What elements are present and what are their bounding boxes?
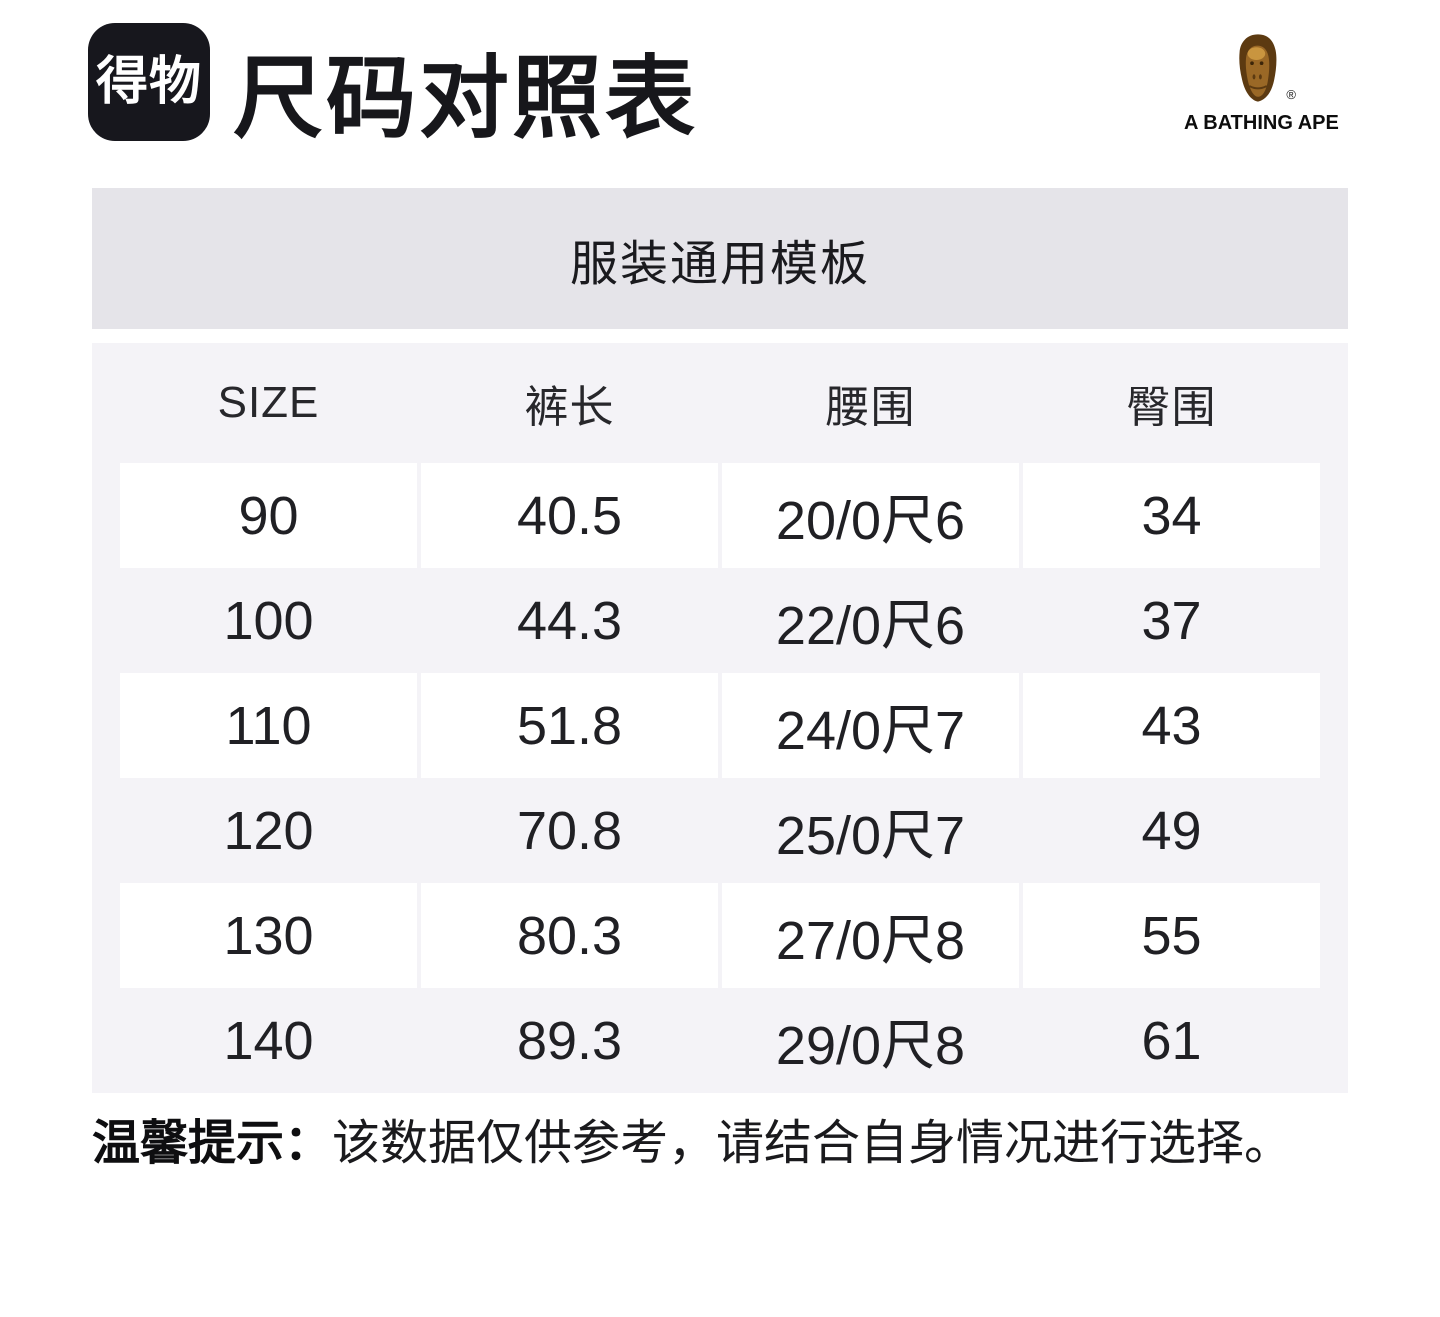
cell-hip: 34 [1023, 463, 1320, 568]
cell-size: 90 [120, 463, 417, 568]
dewu-logo-text: 得物 [95, 53, 202, 111]
cell-waist: 20/0尺6 [722, 463, 1019, 568]
banner-title: 服装通用模板 [569, 237, 870, 291]
column-header-waist: 腰围 [825, 383, 916, 432]
cell-pant-length: 80.3 [421, 883, 718, 988]
table-row: 110 51.8 24/0尺7 43 [120, 673, 1320, 778]
cell-size: 120 [223, 800, 314, 861]
cell-hip: 55 [1023, 883, 1320, 988]
cell-pant-length: 40.5 [421, 463, 718, 568]
note-label: 温馨提示： [92, 1117, 333, 1170]
ape-head-wrap: ® [1234, 32, 1296, 104]
bape-ape-head-icon [1239, 34, 1277, 102]
registered-trademark-mark: ® [1286, 87, 1296, 102]
column-header-hip: 臀围 [1126, 383, 1217, 432]
cell-hip: 37 [1141, 590, 1202, 651]
cell-pant-length: 44.3 [516, 590, 623, 651]
cell-waist: 25/0尺7 [775, 806, 966, 866]
brand-block: ® A BATHING APE [1184, 32, 1339, 135]
column-header-size: SIZE [217, 378, 320, 427]
note-text: 该数据仅供参考，请结合自身情况进行选择。 [332, 1117, 1293, 1170]
cell-pant-length: 89.3 [516, 1010, 623, 1071]
table-row: 130 80.3 27/0尺8 55 [120, 883, 1320, 988]
column-header-pant-length: 裤长 [524, 383, 615, 432]
template-banner: 服装通用模板 [92, 188, 1348, 329]
table-row: 100 44.3 22/0尺6 37 [120, 568, 1320, 673]
page-title: 尺码对照表 [233, 49, 698, 149]
table-row: 120 70.8 25/0尺7 49 [120, 778, 1320, 883]
note: 温馨提示：该数据仅供参考，请结合自身情况进行选择。 [92, 1114, 1292, 1174]
cell-hip: 61 [1141, 1010, 1202, 1071]
cell-waist: 24/0尺7 [722, 673, 1019, 778]
cell-size: 140 [223, 1010, 314, 1071]
cell-pant-length: 51.8 [421, 673, 718, 778]
table-row: 90 40.5 20/0尺6 34 [120, 463, 1320, 568]
cell-waist: 29/0尺8 [775, 1016, 966, 1076]
dewu-logo: 得物 [88, 23, 210, 141]
cell-waist: 22/0尺6 [775, 596, 966, 656]
cell-hip: 43 [1023, 673, 1320, 778]
table-row: 140 89.3 29/0尺8 61 [120, 988, 1320, 1093]
cell-waist: 27/0尺8 [722, 883, 1019, 988]
brand-name: A BATHING APE [1184, 112, 1339, 134]
cell-size: 100 [223, 590, 314, 651]
cell-hip: 49 [1141, 800, 1202, 861]
cell-size: 110 [120, 673, 417, 778]
size-table: SIZE 裤长 腰围 臀围 90 40.5 20/0尺6 34 100 44.3… [92, 343, 1348, 1093]
cell-size: 130 [120, 883, 417, 988]
cell-pant-length: 70.8 [516, 800, 623, 861]
table-header-row: SIZE 裤长 腰围 臀围 [120, 343, 1320, 463]
